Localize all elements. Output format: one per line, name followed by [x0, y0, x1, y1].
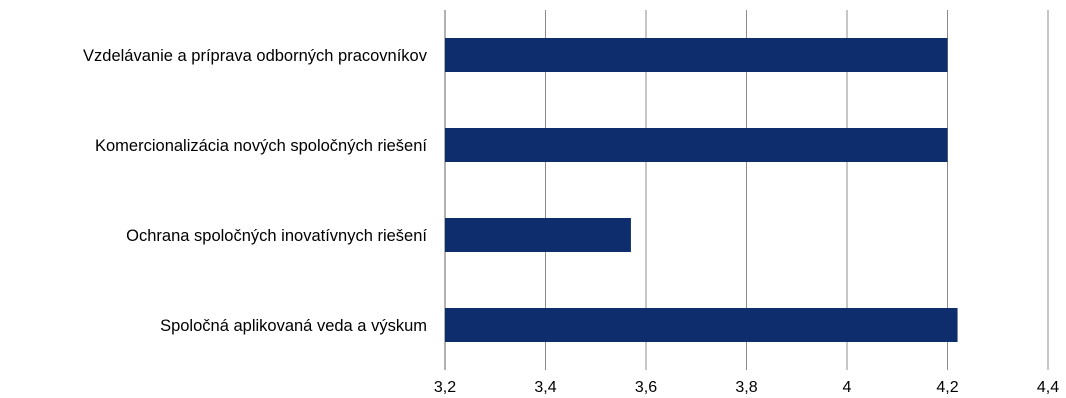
x-tick-label: 4 [843, 379, 852, 396]
category-labels: Vzdelávanie a príprava odborných pracovn… [83, 47, 428, 335]
bar [445, 308, 958, 342]
x-axis-tick-labels: 3,2 3,4 3,6 3,8 4 4,2 4,4 [434, 379, 1059, 396]
category-label: Spoločná aplikovaná veda a výskum [160, 317, 427, 335]
x-tick-label: 4,2 [936, 379, 958, 396]
x-tick-label: 3,2 [434, 379, 456, 396]
x-tick-label: 3,6 [635, 379, 657, 396]
bars [445, 38, 958, 342]
x-tick-label: 4,4 [1037, 379, 1059, 396]
bar [445, 38, 948, 72]
x-tick-label: 3,4 [534, 379, 556, 396]
bar [445, 128, 948, 162]
bar [445, 218, 631, 252]
category-label: Komercionalizácia nových spoločných rieš… [95, 137, 427, 155]
category-label: Ochrana spoločných inovatívnych riešení [126, 227, 427, 245]
category-label: Vzdelávanie a príprava odborných pracovn… [83, 47, 428, 65]
x-tick-label: 3,8 [735, 379, 757, 396]
